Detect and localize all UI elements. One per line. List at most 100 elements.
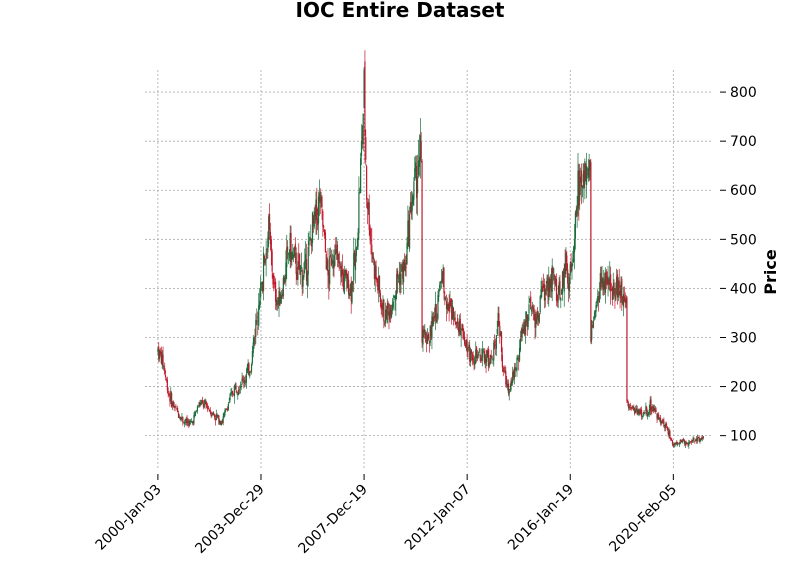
candle-up [356, 246, 358, 250]
candle-up [189, 420, 191, 426]
candle-down [683, 438, 685, 441]
candle-up [315, 199, 317, 221]
candle-up [280, 299, 282, 303]
candle-down [290, 232, 292, 263]
candle-up [563, 268, 565, 292]
candle-down [479, 353, 481, 357]
candle-up [384, 309, 387, 324]
candle-down [690, 441, 692, 443]
candle-up [413, 181, 415, 200]
candle-up [378, 276, 380, 291]
candle-up [596, 300, 598, 304]
candle-down [350, 288, 352, 301]
y-tick-label: 800 [730, 85, 757, 101]
candle-down [314, 212, 316, 216]
candle-up [579, 176, 582, 183]
candle-down [627, 400, 629, 403]
candle-down [390, 305, 392, 316]
candle-down [433, 315, 436, 319]
candle-down [463, 336, 466, 345]
candle-down [610, 274, 612, 292]
candle-up [560, 297, 562, 301]
candle-up [329, 255, 332, 257]
candle-down [175, 406, 177, 409]
candle-up [284, 278, 286, 282]
candle-down [213, 413, 215, 416]
candle-down [499, 325, 501, 337]
candle-up [648, 409, 650, 414]
candle-up [607, 276, 609, 284]
candle-down [652, 406, 655, 412]
candle-down [323, 229, 326, 236]
candle-up [198, 402, 200, 406]
candle-up [291, 252, 293, 260]
candle-up [535, 318, 537, 328]
candle-up [200, 403, 202, 405]
candle-down [537, 310, 539, 319]
candle-up [632, 406, 634, 409]
candle-down [324, 232, 327, 252]
candle-up [171, 401, 174, 406]
candle-up [510, 381, 512, 391]
candle-down [207, 406, 209, 410]
candle-down [159, 351, 162, 354]
candle-up [482, 349, 485, 351]
candle-down [269, 231, 272, 245]
candle-up [195, 411, 197, 414]
candle-down [158, 346, 160, 360]
candle-up [402, 261, 405, 283]
candle-up [492, 359, 494, 361]
y-tick-label: 600 [730, 183, 757, 199]
candle-up [557, 293, 559, 301]
candle-down [683, 440, 686, 444]
candle-down [209, 410, 211, 412]
candle-up [393, 296, 395, 298]
candle-up [545, 284, 547, 295]
candle-up [509, 389, 511, 391]
candle-down [562, 272, 564, 287]
candle-down [272, 274, 274, 285]
candle-down [160, 351, 162, 364]
candle-down [590, 162, 592, 342]
candle-down [402, 263, 404, 279]
candle-up [302, 275, 304, 287]
candle-down [266, 249, 268, 250]
candle-up [465, 339, 467, 345]
candle-down [532, 307, 534, 312]
candle-up [426, 334, 429, 344]
candle-up [390, 310, 393, 318]
candle-up [668, 431, 670, 435]
y-tick-label: 200 [730, 380, 757, 396]
candle-down [366, 166, 368, 200]
candle-up [259, 300, 261, 308]
candle-up [665, 424, 667, 429]
candle-down [698, 437, 700, 442]
candle-up [253, 337, 255, 345]
candle-down [693, 437, 695, 440]
candle-up [306, 272, 308, 287]
candle-down [488, 349, 490, 368]
candle-down [608, 280, 610, 286]
candle-up [195, 411, 198, 412]
candle-up [326, 262, 328, 270]
candle-up [478, 351, 480, 353]
candle-up [238, 389, 240, 395]
candle-up [249, 372, 251, 377]
candle-down [268, 213, 271, 231]
candle-up [392, 301, 394, 308]
candle-up [581, 185, 583, 189]
candle-down [254, 335, 256, 338]
candle-up [360, 158, 362, 194]
candle-down [702, 436, 705, 439]
candle-up [341, 270, 343, 275]
candle-up [571, 264, 573, 271]
candle-up [661, 419, 663, 424]
candle-up [525, 312, 528, 323]
candle-down [384, 323, 386, 325]
candle-down [171, 392, 173, 407]
candle-up [407, 220, 409, 247]
candle-down [408, 220, 410, 247]
candle-up [622, 294, 625, 307]
candle-down [549, 278, 551, 292]
candle-down [448, 304, 450, 311]
